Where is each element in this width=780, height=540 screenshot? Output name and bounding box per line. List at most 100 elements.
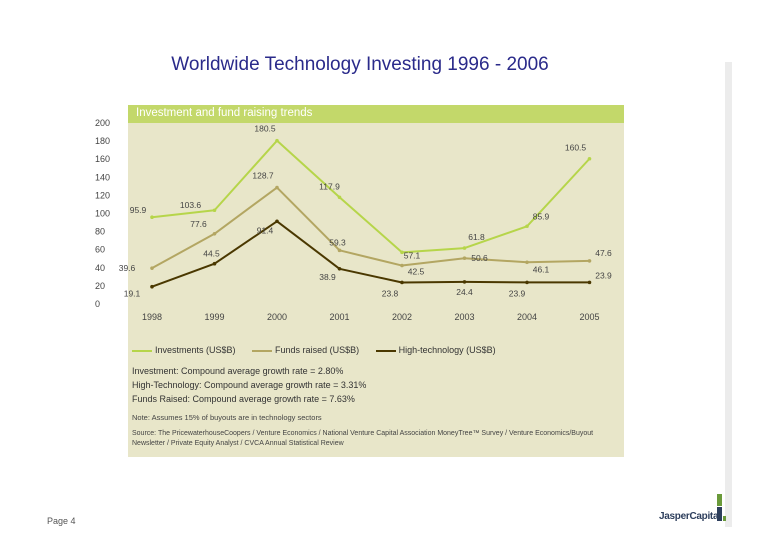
series-point	[337, 266, 342, 271]
data-label: 59.3	[329, 237, 346, 247]
legend-swatch-funds-raised	[252, 349, 273, 352]
legend-swatch-investments	[132, 349, 152, 352]
y-tick-label: 60	[95, 245, 105, 255]
assumption-note: Note: Assumes 15% of buyouts are in tech…	[132, 413, 322, 422]
series-point	[587, 280, 592, 285]
series-point	[400, 263, 404, 268]
series-point	[462, 256, 467, 261]
data-label: 47.6	[595, 248, 612, 258]
y-tick-label: 120	[95, 190, 110, 200]
series-point	[587, 259, 592, 263]
data-label: 160.5	[565, 143, 587, 153]
page-title: Worldwide Technology Investing 1996 - 20…	[171, 54, 549, 75]
y-tick-label: 160	[95, 154, 110, 164]
legend-swatch-high-tech	[375, 349, 396, 352]
legend-item-investments: Investments (US$B)	[132, 345, 236, 355]
logo-mark-top	[717, 494, 722, 506]
x-tick-label: 2000	[267, 312, 287, 322]
data-label: 23.9	[509, 288, 526, 298]
note-investment-cagr: Investment: Compound average growth rate…	[132, 366, 344, 376]
note-high-tech-cagr: High-Technology: Compound average growth…	[132, 380, 367, 390]
page-number: Page 4	[47, 516, 76, 526]
data-label: 38.9	[319, 272, 336, 282]
series-point	[212, 208, 217, 213]
series-point	[150, 266, 154, 270]
data-label: 50.6	[471, 253, 488, 263]
series-point	[275, 185, 279, 190]
x-tick-label: 2002	[392, 312, 412, 322]
data-label: 77.6	[190, 219, 207, 229]
series-point	[400, 280, 404, 285]
x-tick-label: 1998	[142, 312, 162, 322]
chart-legend: Investments (US$B) Funds raised (US$B) H…	[132, 345, 510, 355]
data-label: 85.9	[533, 211, 550, 221]
series-point	[275, 219, 279, 224]
data-label: 61.8	[468, 232, 485, 242]
series-point	[337, 248, 342, 253]
series-point	[275, 138, 279, 143]
data-label: 23.8	[382, 288, 399, 298]
data-label: 39.6	[119, 263, 136, 273]
data-label: 44.5	[203, 249, 220, 259]
data-label: 91.4	[257, 225, 274, 235]
y-tick-label: 40	[95, 263, 105, 273]
series-point	[150, 215, 154, 220]
series-point	[462, 246, 467, 250]
data-label: 128.7	[252, 171, 274, 181]
chart-title: Investment and fund raising trends	[136, 107, 313, 119]
data-label: 24.4	[456, 287, 473, 297]
series-point	[587, 156, 592, 161]
series-line	[151, 186, 590, 270]
data-label: 19.1	[124, 289, 141, 299]
data-label: 103.6	[180, 200, 202, 210]
chart-panel	[128, 105, 624, 457]
y-axis-tick-labels: 0 20 40 60 80 100 120 140 160 180 200	[95, 118, 110, 309]
x-tick-label: 2003	[454, 312, 474, 322]
series-point	[400, 250, 404, 255]
y-tick-label: 180	[95, 136, 110, 146]
series-point	[337, 195, 342, 200]
series-point	[462, 280, 467, 284]
y-tick-label: 140	[95, 172, 110, 182]
series-point	[525, 224, 529, 229]
data-label: 57.1	[404, 250, 421, 260]
data-label: 117.9	[319, 181, 340, 191]
series-point	[212, 231, 217, 236]
decorative-side-bar	[725, 62, 732, 527]
x-tick-label: 1999	[204, 312, 224, 322]
jasper-capital-logo: JasperCapital	[655, 494, 726, 524]
data-label: 23.9	[595, 270, 612, 280]
x-tick-label: 2004	[517, 312, 537, 322]
y-tick-label: 80	[95, 227, 105, 237]
data-labels: 95.9 103.6 180.5 117.9 57.1 61.8 85.9 160.5 39.6…	[119, 124, 612, 299]
series-points	[150, 138, 592, 289]
data-label: 42.5	[408, 267, 425, 277]
series-point	[525, 280, 529, 285]
legend-item-funds-raised: Funds raised (US$B)	[252, 345, 359, 355]
logo-text: JasperCapital	[659, 511, 721, 522]
y-tick-label: 200	[95, 118, 110, 128]
data-label: 180.5	[254, 124, 276, 134]
series-point	[150, 284, 154, 289]
series-line	[151, 220, 590, 288]
data-label: 95.9	[130, 205, 147, 215]
growth-rate-notes: Investment: Compound average growth rate…	[132, 364, 366, 406]
x-axis-tick-labels: 1998 1999 2000 2001 2002 2003 2004 2005	[142, 312, 600, 322]
series-point	[212, 261, 217, 266]
legend-label-high-tech: High-technology (US$B)	[398, 345, 496, 355]
series-line	[151, 139, 591, 254]
chart-panel-header: Investment and fund raising trends	[128, 105, 624, 123]
x-tick-label: 2005	[579, 312, 599, 322]
y-tick-label: 100	[95, 209, 110, 219]
legend-label-funds-raised: Funds raised (US$B)	[275, 345, 360, 355]
x-tick-label: 2001	[329, 312, 349, 322]
source-note: Source: The PricewaterhouseCoopers / Ven…	[132, 430, 594, 447]
series-lines	[151, 139, 591, 288]
y-tick-label: 0	[95, 299, 100, 309]
logo-mark-accent	[723, 516, 726, 521]
series-point	[525, 260, 529, 265]
legend-label-investments: Investments (US$B)	[155, 345, 236, 355]
y-tick-label: 20	[95, 281, 105, 291]
logo-mark-bottom	[717, 507, 722, 521]
